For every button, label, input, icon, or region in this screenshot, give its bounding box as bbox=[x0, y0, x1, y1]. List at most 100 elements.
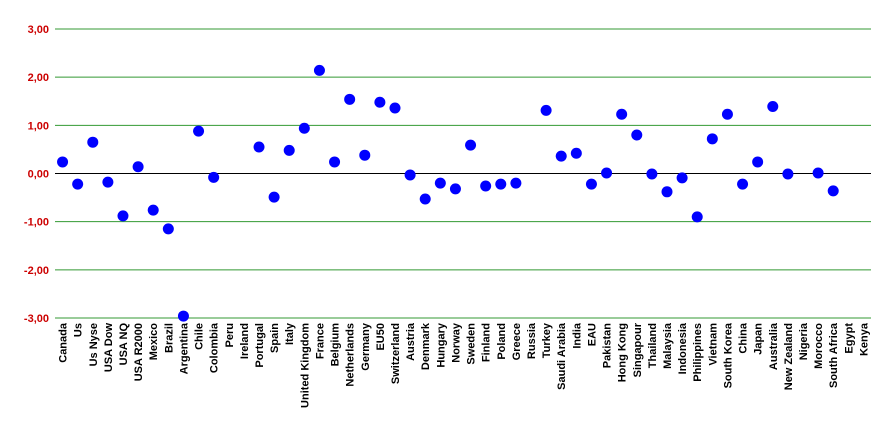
x-tick-label: Morocco bbox=[813, 323, 825, 369]
dot bbox=[691, 211, 703, 223]
dot bbox=[177, 310, 189, 322]
x-tick-label: Mexico bbox=[148, 323, 160, 361]
dot bbox=[752, 156, 764, 168]
dot bbox=[827, 185, 839, 197]
x-tick-label: Hong Kong bbox=[617, 323, 629, 382]
dot bbox=[147, 204, 159, 216]
dot bbox=[193, 125, 205, 137]
dot bbox=[117, 210, 129, 222]
x-tick-label: Spain bbox=[269, 323, 281, 353]
dot bbox=[706, 133, 718, 145]
x-tick-label: Turkey bbox=[541, 322, 553, 358]
x-tick-label: Belgium bbox=[330, 323, 342, 367]
x-tick-label: Vietnam bbox=[707, 323, 719, 366]
dot bbox=[404, 169, 416, 181]
x-tick-label: Egypt bbox=[843, 323, 855, 354]
x-tick-label: Norway bbox=[450, 322, 462, 363]
x-tick-label: Kenya bbox=[858, 322, 870, 356]
x-tick-label: United Kingdom bbox=[299, 323, 311, 408]
y-tick-label: -1,00 bbox=[24, 217, 49, 229]
x-tick-label: China bbox=[738, 322, 750, 353]
x-tick-label: Japan bbox=[753, 323, 765, 355]
x-tick-label: Finland bbox=[481, 323, 493, 362]
dot bbox=[434, 177, 446, 189]
x-tick-label: Greece bbox=[511, 323, 523, 360]
x-tick-label: Brazil bbox=[163, 323, 175, 353]
dot bbox=[162, 223, 174, 235]
dot bbox=[812, 167, 824, 179]
dot bbox=[540, 104, 552, 116]
dot bbox=[646, 168, 658, 180]
dot bbox=[601, 167, 613, 179]
x-tick-label: Thailand bbox=[647, 323, 659, 368]
x-tick-label: Peru bbox=[224, 323, 236, 347]
x-tick-label: Argentina bbox=[178, 322, 190, 374]
x-tick-label: Italy bbox=[284, 322, 296, 345]
dot bbox=[344, 93, 356, 105]
dot bbox=[359, 149, 371, 161]
x-tick-label: Colombia bbox=[209, 322, 221, 373]
dot bbox=[298, 122, 310, 134]
x-tick-label: Netherlands bbox=[345, 323, 357, 387]
dot bbox=[374, 96, 386, 108]
x-tick-label: Russia bbox=[526, 322, 538, 359]
x-tick-label: Us Nyse bbox=[88, 323, 100, 366]
dot bbox=[208, 171, 220, 183]
x-tick-label: Austria bbox=[405, 322, 417, 361]
dot bbox=[449, 183, 461, 195]
dot bbox=[570, 147, 582, 159]
y-tick-label: 1,00 bbox=[28, 120, 49, 132]
x-tick-label: Australia bbox=[768, 322, 780, 370]
x-tick-label: USA Dow bbox=[103, 323, 115, 373]
x-tick-label: New Zealand bbox=[783, 323, 795, 390]
dot bbox=[782, 168, 794, 180]
x-tick-label: USA R2000 bbox=[133, 323, 145, 381]
x-tick-label: Us bbox=[73, 323, 85, 337]
dot bbox=[661, 186, 673, 198]
x-tick-label: South Africa bbox=[828, 322, 840, 388]
x-tick-label: Sweden bbox=[466, 323, 478, 365]
dot bbox=[495, 178, 507, 190]
dot bbox=[389, 102, 401, 114]
x-tick-label: Pakistan bbox=[602, 323, 614, 369]
x-tick-label: Canada bbox=[58, 322, 70, 363]
x-tick-label: Switzerland bbox=[390, 323, 402, 384]
dot bbox=[102, 176, 114, 188]
x-tick-label: Malaysia bbox=[662, 322, 674, 369]
x-tick-label: Singapour bbox=[632, 322, 644, 377]
x-tick-label: India bbox=[571, 322, 583, 349]
x-tick-label: Philippines bbox=[692, 323, 704, 382]
y-tick-label: 2,00 bbox=[28, 72, 49, 84]
dot bbox=[253, 141, 265, 153]
y-tick-label: 3,00 bbox=[28, 24, 49, 36]
dot bbox=[72, 178, 84, 190]
dot bbox=[585, 178, 597, 190]
dot bbox=[313, 64, 325, 76]
x-tick-label: Hungary bbox=[435, 322, 447, 368]
dot bbox=[419, 193, 431, 205]
x-tick-label: Germany bbox=[360, 322, 372, 371]
x-tick-label: South Korea bbox=[722, 322, 734, 388]
x-tick-label: Poland bbox=[496, 323, 508, 360]
dot bbox=[87, 136, 99, 148]
dot bbox=[268, 191, 280, 203]
x-tick-label: Chile bbox=[194, 323, 206, 350]
dot bbox=[767, 101, 779, 113]
dot bbox=[132, 161, 144, 173]
x-tick-label: EU50 bbox=[375, 323, 387, 351]
dot bbox=[329, 156, 341, 168]
dot bbox=[737, 178, 749, 190]
x-tick-label: Indonesia bbox=[677, 322, 689, 374]
dot bbox=[57, 156, 69, 168]
x-tick-label: EAU bbox=[586, 323, 598, 346]
dot bbox=[555, 150, 567, 162]
x-tick-label: Nigeria bbox=[798, 322, 810, 360]
y-tick-label: -3,00 bbox=[24, 313, 49, 325]
y-tick-label: 0,00 bbox=[28, 169, 49, 181]
x-tick-label: Ireland bbox=[239, 323, 251, 359]
x-tick-label: Portugal bbox=[254, 323, 266, 368]
dot bbox=[676, 172, 688, 184]
dot bbox=[616, 108, 628, 120]
x-tick-label: Saudi Arabia bbox=[556, 322, 568, 390]
